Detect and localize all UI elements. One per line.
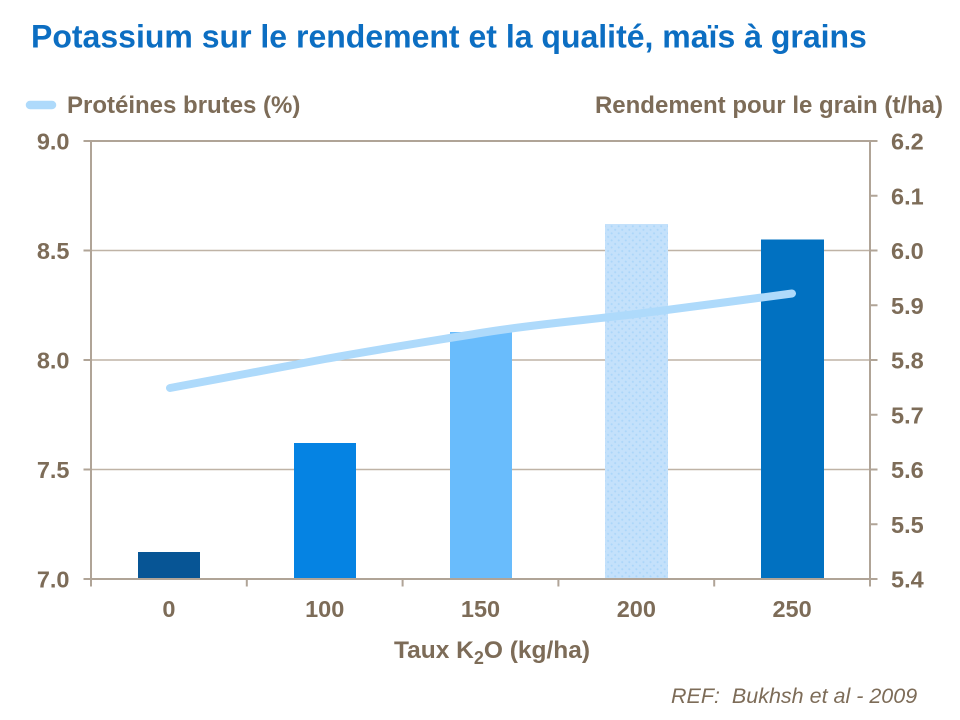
svg-text:9.0: 9.0 [37, 129, 70, 155]
svg-text:6.1: 6.1 [891, 183, 924, 209]
svg-text:REF: Bukhsh et al - 2009: REF: Bukhsh et al - 2009 [671, 684, 917, 708]
svg-text:Rendement pour le grain (t/ha): Rendement pour le grain (t/ha) [595, 92, 943, 119]
svg-text:250: 250 [772, 596, 811, 622]
svg-text:8.5: 8.5 [37, 238, 70, 264]
svg-text:Potassium sur le rendement et: Potassium sur le rendement et la qualité… [31, 19, 867, 55]
svg-text:Taux K2O (kg/ha): Taux K2O (kg/ha) [394, 637, 590, 668]
svg-text:200: 200 [617, 596, 656, 622]
svg-text:Protéines brutes (%): Protéines brutes (%) [67, 92, 300, 119]
svg-text:7.5: 7.5 [37, 457, 70, 483]
svg-text:100: 100 [305, 596, 344, 622]
svg-text:150: 150 [461, 596, 500, 622]
svg-text:5.8: 5.8 [891, 348, 924, 374]
svg-text:5.5: 5.5 [891, 512, 924, 538]
svg-text:8.0: 8.0 [37, 348, 70, 374]
svg-text:6.0: 6.0 [891, 238, 924, 264]
svg-text:5.7: 5.7 [891, 402, 924, 428]
svg-text:5.4: 5.4 [891, 567, 924, 593]
svg-text:6.2: 6.2 [891, 129, 924, 155]
svg-text:0: 0 [162, 596, 175, 622]
svg-text:5.9: 5.9 [891, 293, 924, 319]
svg-text:7.0: 7.0 [37, 567, 70, 593]
svg-text:5.6: 5.6 [891, 457, 924, 483]
